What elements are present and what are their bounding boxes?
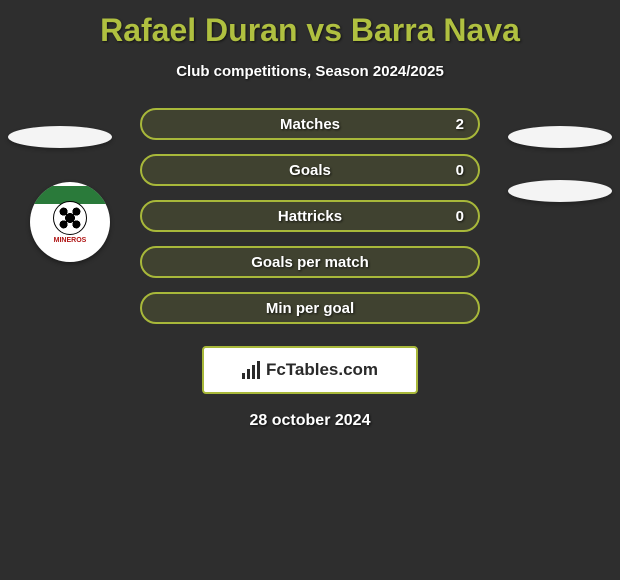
page-title: Rafael Duran vs Barra Nava — [0, 0, 620, 49]
stat-value: 0 — [456, 162, 464, 179]
player-ellipse-left-1 — [8, 126, 112, 148]
stat-row-goals-per-match: Goals per match — [140, 246, 480, 278]
stat-row-goals: Goals 0 — [140, 154, 480, 186]
date-label: 28 october 2024 — [0, 412, 620, 430]
stat-label: Matches — [280, 116, 340, 133]
stat-label: Min per goal — [266, 300, 354, 317]
soccer-ball-icon — [53, 201, 87, 235]
stat-row-min-per-goal: Min per goal — [140, 292, 480, 324]
stat-label: Goals — [289, 162, 331, 179]
brand-label: FcTables.com — [266, 360, 378, 380]
stat-value: 0 — [456, 208, 464, 225]
stat-label: Hattricks — [278, 208, 342, 225]
club-badge: MINEROS — [30, 182, 110, 262]
bar-chart-icon — [242, 361, 260, 379]
stat-row-matches: Matches 2 — [140, 108, 480, 140]
player-ellipse-right-2 — [508, 180, 612, 202]
badge-label: MINEROS — [54, 237, 87, 244]
season-subtitle: Club competitions, Season 2024/2025 — [0, 63, 620, 80]
brand-box[interactable]: FcTables.com — [202, 346, 418, 394]
stat-row-hattricks: Hattricks 0 — [140, 200, 480, 232]
stat-value: 2 — [456, 116, 464, 133]
player-ellipse-right-1 — [508, 126, 612, 148]
stat-label: Goals per match — [251, 254, 369, 271]
